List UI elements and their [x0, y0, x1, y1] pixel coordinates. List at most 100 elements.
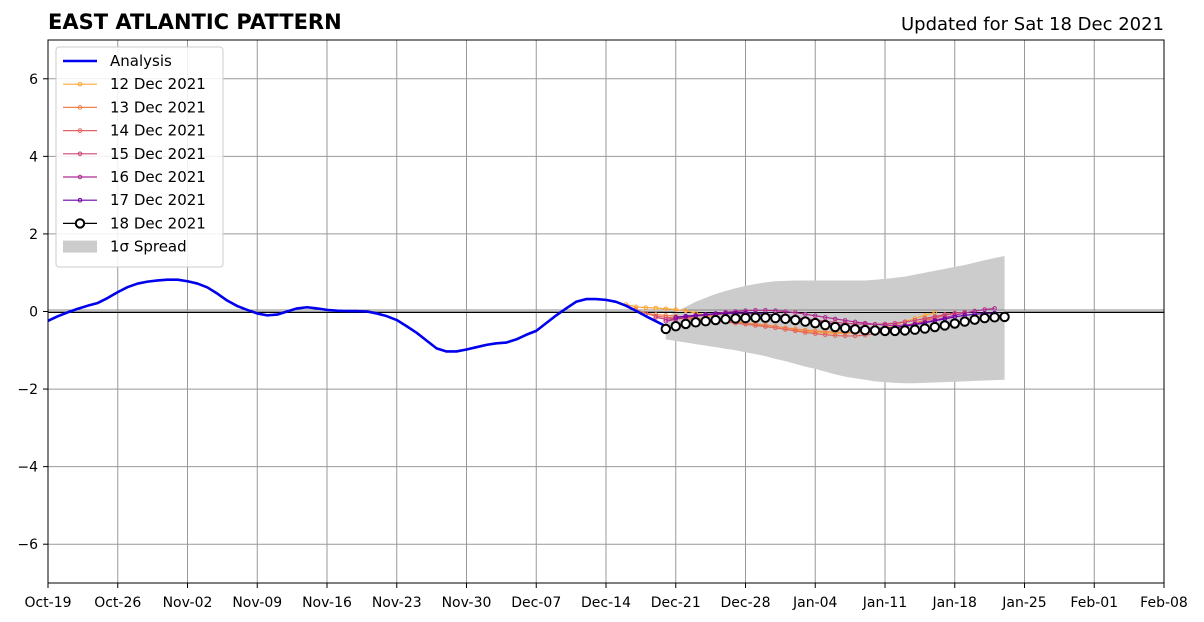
legend-label: 18 Dec 2021 [110, 214, 206, 232]
forecast-point [763, 324, 768, 329]
legend-label: 1σ Spread [110, 238, 187, 256]
ensemble-point [720, 314, 731, 325]
forecast-point [783, 309, 788, 314]
ensemble-point [969, 314, 980, 325]
ensemble-point [929, 321, 941, 333]
y-tick-label: 2 [29, 227, 38, 243]
forecast-line [665, 307, 995, 327]
forecast-point [753, 323, 758, 328]
y-tick-label: −6 [17, 537, 38, 553]
forecast-point [653, 305, 659, 311]
x-tick-label: Dec-14 [581, 595, 631, 611]
x-tick-label: Feb-08 [1140, 595, 1188, 611]
y-tick-label: −4 [17, 460, 38, 476]
ensemble-point [829, 321, 841, 333]
x-tick-label: Nov-02 [163, 595, 213, 611]
legend-marker [77, 81, 83, 87]
ensemble-point [760, 312, 771, 323]
ensemble-point [660, 323, 671, 335]
forecast-point [852, 319, 858, 325]
legend-marker [77, 197, 83, 203]
forecast-point [773, 325, 778, 331]
x-axis: Oct-19 Oct-26 Nov-02 Nov-09 Nov-16 Nov-23 Nov-… [24, 583, 1188, 611]
forecast-point [793, 310, 798, 315]
legend-marker [77, 105, 83, 110]
spread-band [665, 256, 1005, 384]
forecast-point [802, 311, 808, 317]
y-tick-label: 0 [29, 305, 38, 321]
ensemble-point [810, 317, 821, 329]
forecast-point [673, 307, 679, 312]
forecast-point [992, 306, 997, 311]
forecast-point [832, 316, 838, 322]
ensemble-point [750, 312, 761, 323]
ensemble-point [780, 313, 791, 325]
legend-label: 16 Dec 2021 [110, 168, 206, 186]
legend-label: 14 Dec 2021 [110, 122, 206, 140]
ensemble-point [680, 318, 691, 330]
legend-label: 12 Dec 2021 [110, 75, 206, 93]
ensemble-point [849, 324, 861, 335]
x-tick-label: Jan-11 [862, 595, 907, 611]
legend-swatch [63, 240, 97, 253]
chart-title: EAST ATLANTIC PATTERN [48, 10, 342, 34]
ensemble-point [859, 324, 871, 336]
updated-label: Updated for Sat 18 Dec 2021 [901, 14, 1164, 35]
ensemble-point [710, 314, 721, 326]
x-tick-label: Feb-01 [1070, 595, 1118, 611]
forecast-point [643, 305, 649, 310]
forecast-point [822, 315, 828, 320]
ensemble-point [670, 321, 681, 332]
forecast-point [673, 315, 679, 320]
legend-marker [74, 218, 86, 229]
ensemble-point [820, 319, 831, 331]
x-tick-label: Nov-30 [442, 595, 492, 611]
ensemble-point [790, 314, 801, 326]
ensemble-point [979, 312, 990, 324]
legend-box [55, 46, 224, 268]
legend-marker [77, 128, 83, 133]
ensemble-point [800, 316, 811, 327]
legend-marker [77, 151, 83, 157]
y-tick-label: −2 [17, 382, 38, 398]
forecast-point [633, 304, 639, 310]
forecast-point [842, 318, 848, 323]
forecast-point [802, 330, 808, 335]
forecast-point [683, 308, 689, 314]
spread-layer [665, 256, 1005, 384]
ensemble-layer [660, 311, 1010, 337]
forecast-point [663, 318, 669, 324]
legend-label: 13 Dec 2021 [110, 98, 206, 116]
forecast-point [683, 313, 689, 319]
ensemble-point [770, 312, 781, 324]
x-tick-label: Dec-07 [511, 595, 561, 611]
forecast-point [783, 327, 788, 332]
x-tick-label: Nov-23 [372, 595, 422, 611]
analysis-layer [47, 278, 667, 353]
legend-label: Analysis [110, 52, 172, 70]
x-tick-label: Jan-25 [1001, 595, 1046, 611]
ensemble-point [879, 325, 891, 337]
y-tick-label: 4 [29, 149, 38, 165]
forecast-point [793, 328, 798, 334]
x-tick-label: Jan-18 [932, 595, 977, 611]
ensemble-point [959, 316, 970, 327]
ensemble-point [869, 325, 881, 336]
forecast-point [663, 306, 669, 312]
ensemble-point [899, 325, 911, 336]
x-tick-label: Oct-26 [94, 595, 141, 611]
ensemble-point [700, 315, 711, 327]
ensemble-point [889, 325, 901, 337]
analysis-line [47, 278, 667, 353]
legend-label: 17 Dec 2021 [110, 191, 206, 209]
y-axis: −6 −4 −2 0 2 4 6 [17, 72, 48, 553]
ensemble-point [999, 311, 1010, 323]
forecast-point [653, 315, 659, 320]
ensemble-point [839, 322, 851, 334]
x-tick-label: Nov-16 [302, 595, 352, 611]
x-tick-label: Dec-21 [651, 595, 701, 611]
forecast-point [822, 332, 828, 338]
legend-label: 15 Dec 2021 [110, 145, 206, 163]
x-tick-label: Dec-28 [721, 595, 771, 611]
